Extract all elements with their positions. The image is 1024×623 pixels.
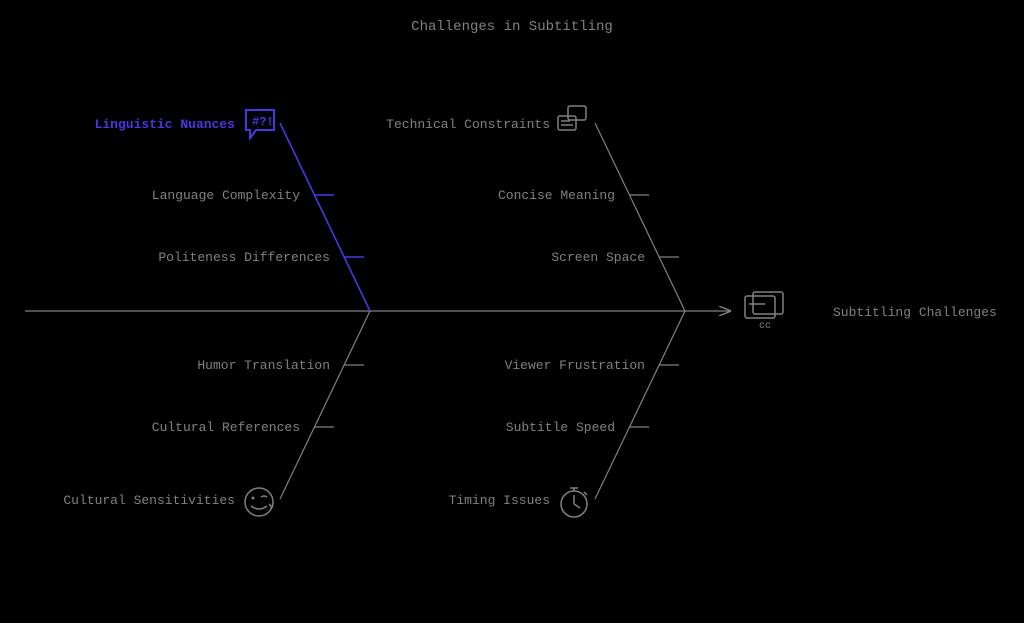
bone-technical [595,123,685,311]
speech-icon: #?! [246,110,274,138]
fishbone-diagram: Challenges in Subtitling cc Subtitling C… [0,0,1024,623]
bone-linguistic [280,123,370,311]
label-viewer-frustration: Viewer Frustration [505,358,645,373]
label-subtitle-speed: Subtitle Speed [506,420,615,435]
label-timing: Timing Issues [449,493,550,508]
svg-text:#?!: #?! [252,115,274,129]
face-icon [245,488,273,516]
bone-timing [595,311,685,499]
label-politeness-differences: Politeness Differences [158,250,330,265]
label-technical: Technical Constraints [386,117,550,132]
label-language-complexity: Language Complexity [152,188,300,203]
svg-text:cc: cc [759,321,771,332]
stopwatch-icon [561,488,587,517]
label-linguistic: Linguistic Nuances [95,117,236,132]
label-cultural-references: Cultural References [152,420,300,435]
head-label: Subtitling Challenges [833,305,997,320]
chart-title: Challenges in Subtitling [411,19,613,35]
label-cultural: Cultural Sensitivities [63,493,235,508]
label-screen-space: Screen Space [551,250,645,265]
label-concise-meaning: Concise Meaning [498,188,615,203]
subtitle-icon: cc [745,292,783,332]
bone-cultural [280,311,370,499]
devices-icon [558,106,586,130]
label-humor-translation: Humor Translation [197,358,330,373]
